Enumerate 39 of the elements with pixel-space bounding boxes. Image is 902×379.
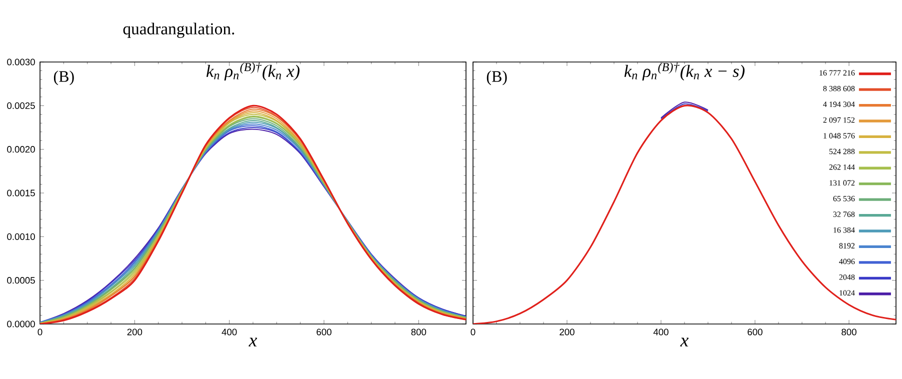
- annotation: (B): [486, 70, 507, 86]
- x-tick-label: 800: [411, 328, 426, 336]
- annotation: (B): [54, 70, 74, 86]
- legend-label: 1024: [840, 290, 855, 296]
- chart-title: k$_{n}$ ρ$_{n}$$^{(B)†}$(k$_{n}$ x): [206, 62, 300, 81]
- legend-label: 524 288: [829, 148, 855, 154]
- legend-label: 1 048 576: [824, 133, 855, 138]
- legend-label: 65 536: [833, 196, 855, 202]
- x-tick-label: 400: [653, 328, 668, 336]
- x-tick-label: 400: [222, 328, 237, 336]
- legend-label: 16 777 216: [820, 70, 855, 76]
- legend-label: 2048: [839, 274, 855, 280]
- x-tick-label: 200: [127, 328, 142, 336]
- y-tick-label: 0.0010: [7, 233, 35, 240]
- x-tick-label: 0: [470, 328, 476, 336]
- chart-title: k$_{n}$ ρ$_{n}$$^{(B)†}$(k$_{n}$ x − s): [624, 62, 745, 81]
- x-tick-label: 600: [748, 328, 762, 336]
- x-tick-label: 800: [842, 328, 856, 336]
- y-tick-label: 0.0030: [7, 58, 35, 66]
- legend-label: 4096: [839, 258, 855, 264]
- legend-label: 2 097 152: [823, 117, 854, 123]
- x-tick-label: 200: [560, 328, 574, 336]
- legend-label: 32 768: [833, 212, 855, 218]
- legend-label: 8 388 608: [823, 86, 855, 92]
- legend-label: 8192: [839, 243, 855, 248]
- legend-label: 262 144: [829, 164, 855, 170]
- x-tick-label: 0: [38, 328, 42, 336]
- text: quadrangulation.: [123, 22, 234, 38]
- x-axis-title: x: [248, 338, 258, 346]
- y-tick-label: 0.0025: [7, 102, 35, 109]
- y-tick-label: 0.0005: [7, 277, 35, 284]
- y-tick-label: 0.0020: [7, 146, 35, 153]
- x-axis-title: x: [680, 338, 689, 346]
- legend-label: 4 194 304: [823, 102, 855, 108]
- legend-label: 131 072: [830, 180, 854, 186]
- x-tick-label: 600: [316, 328, 332, 336]
- legend-label: 16 384: [834, 227, 855, 233]
- y-tick-label: 0.0000: [7, 320, 35, 328]
- y-tick-label: 0.0015: [7, 190, 35, 196]
